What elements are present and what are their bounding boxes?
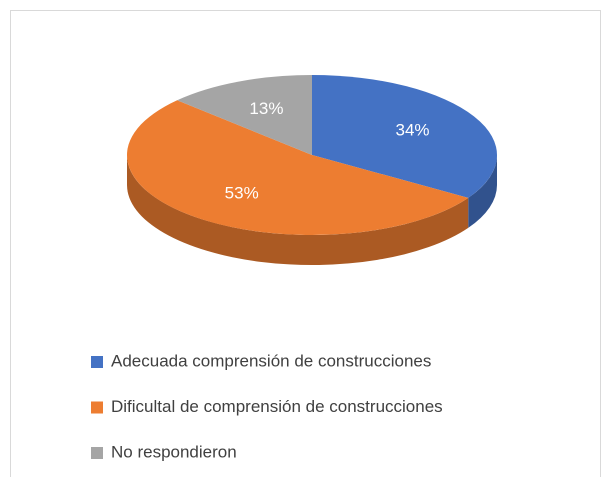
legend-label: Dificultal de comprensión de construccio…: [111, 397, 443, 416]
data-label: 13%: [249, 99, 283, 118]
data-label: 34%: [395, 121, 429, 140]
pie-side: [468, 155, 497, 228]
pie-slice: [127, 100, 469, 235]
pie-slice: [177, 75, 312, 155]
pie-slice: [312, 75, 497, 198]
pie-side: [127, 155, 469, 265]
legend-swatch: [91, 401, 103, 414]
data-label: 53%: [225, 184, 259, 203]
legend-label: No respondieron: [111, 442, 237, 461]
legend-label: Adecuada comprensión de construcciones: [111, 351, 431, 370]
legend-swatch: [91, 447, 103, 459]
legend-swatch: [91, 356, 103, 368]
